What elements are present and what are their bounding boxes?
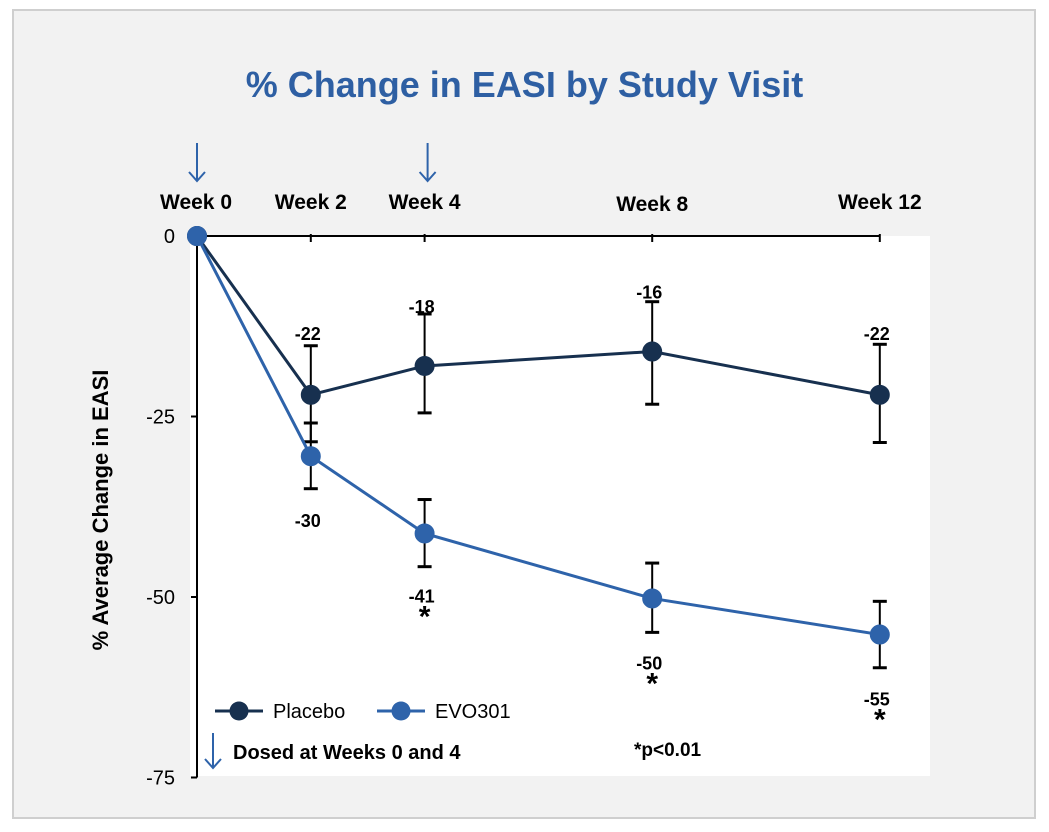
y-tick-label: 0 xyxy=(164,226,175,248)
data-point-evo301 xyxy=(869,624,890,645)
data-label: -16 xyxy=(636,283,662,303)
data-label: -41 xyxy=(409,586,435,606)
legend-label: Placebo xyxy=(273,701,345,723)
legend-marker xyxy=(229,701,249,721)
data-point-placebo xyxy=(414,355,435,376)
data-label: -22 xyxy=(864,324,890,344)
data-point-placebo xyxy=(642,341,663,362)
plot-area xyxy=(190,236,930,776)
data-label: -50 xyxy=(636,653,662,673)
x-tick-label: Week 2 xyxy=(275,191,347,214)
x-tick-label: Week 8 xyxy=(616,193,688,216)
data-label: -18 xyxy=(409,297,435,317)
data-point-evo301 xyxy=(187,226,207,246)
data-point-evo301 xyxy=(300,446,321,467)
y-axis-label: % Average Change in EASI xyxy=(88,370,113,651)
y-tick-label: -75 xyxy=(146,768,175,790)
x-tick-label: Week 0 xyxy=(160,191,232,214)
x-tick-label: Week 4 xyxy=(389,191,461,214)
arrow-head xyxy=(204,758,222,770)
dosing-arrow-icon xyxy=(418,143,437,183)
data-label: -55 xyxy=(864,690,890,710)
series-line-placebo xyxy=(195,235,881,397)
dosing-note: Dosed at Weeks 0 and 4 xyxy=(233,742,461,764)
data-point-placebo xyxy=(300,384,321,405)
legend-item-evo301: EVO301 xyxy=(377,701,511,723)
data-point-evo301 xyxy=(414,523,435,544)
series-line-evo301 xyxy=(195,235,881,637)
data-point-evo301 xyxy=(642,588,663,609)
y-tick-label: -25 xyxy=(146,407,175,429)
dosing-arrow-icon xyxy=(188,143,206,183)
data-point-placebo xyxy=(869,384,890,405)
legend-item-placebo: Placebo xyxy=(215,701,345,723)
dosing-note-arrow-icon xyxy=(204,733,222,770)
data-label: -22 xyxy=(295,324,321,344)
significance-star: * xyxy=(874,704,886,737)
data-label: -30 xyxy=(295,511,321,531)
significance-star: * xyxy=(646,667,658,700)
arrow-head xyxy=(418,171,437,183)
y-tick-label: -50 xyxy=(146,587,175,609)
significance-note: *p<0.01 xyxy=(634,740,702,761)
x-tick-label: Week 12 xyxy=(838,191,922,214)
legend-marker xyxy=(391,701,411,721)
significance-star: * xyxy=(419,600,431,633)
chart-title: % Change in EASI by Study Visit xyxy=(245,64,804,105)
arrow-head xyxy=(188,171,206,183)
legend-label: EVO301 xyxy=(435,701,511,723)
